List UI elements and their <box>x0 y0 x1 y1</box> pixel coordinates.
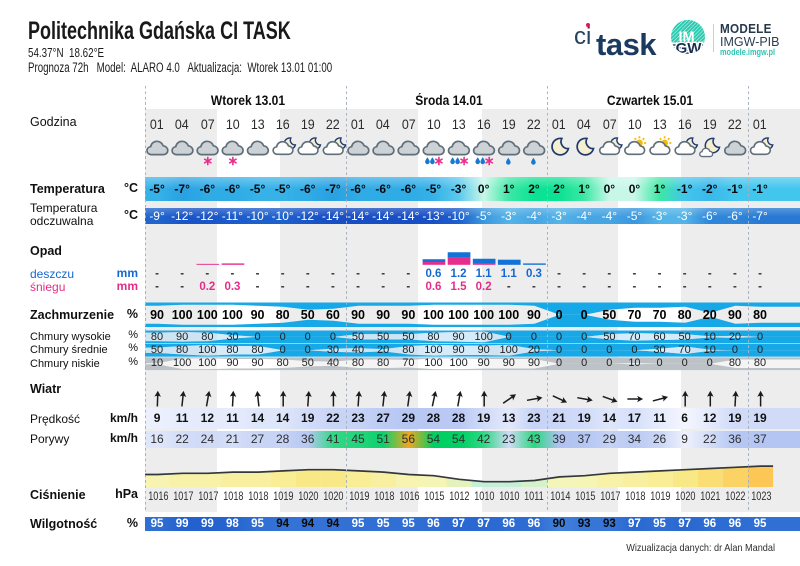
svg-text:GW: GW <box>676 40 703 55</box>
svg-text:IM: IM <box>678 30 694 46</box>
